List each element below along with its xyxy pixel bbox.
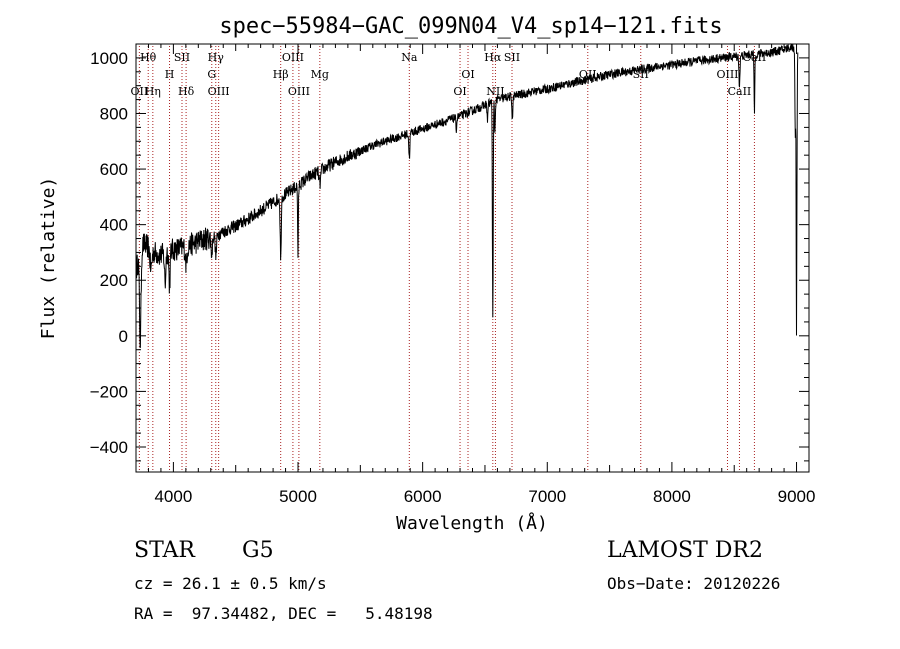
object-subclass: G5: [242, 538, 274, 563]
y-tick-label: 1000: [90, 49, 128, 68]
redshift-cz: cz = 26.1 ± 0.5 km/s: [134, 574, 327, 593]
x-tick-label: 5000: [279, 487, 317, 506]
y-tick-label: −200: [90, 382, 128, 401]
line-marker-label: H: [165, 68, 175, 81]
object-class: STAR: [134, 538, 195, 563]
line-marker-label: NII: [486, 85, 504, 98]
line-marker-label: Hθ: [140, 51, 157, 64]
line-marker-label: G: [207, 68, 216, 81]
line-marker-label: Hη: [145, 85, 161, 98]
survey-name: LAMOST DR2: [607, 538, 763, 563]
x-tick-label: 7000: [528, 487, 566, 506]
line-marker-label: OI: [453, 85, 466, 98]
coordinates: RA = 97.34482, DEC = 5.48198: [134, 604, 433, 623]
y-tick-label: 600: [100, 160, 128, 179]
chart-title: spec−55984−GAC_099N04_V4_sp14−121.fits: [219, 14, 722, 39]
line-marker-label: Na: [401, 51, 418, 64]
y-tick-label: −400: [90, 438, 128, 457]
line-marker-label: Hδ: [178, 85, 195, 98]
line-markers: [138, 46, 755, 472]
line-marker-label: OIII: [716, 68, 738, 81]
plot-frame: [135, 43, 810, 473]
y-tick-label: 800: [100, 104, 128, 123]
observation-date: Obs−Date: 20120226: [607, 574, 781, 593]
line-marker-label: SII: [504, 51, 520, 64]
line-marker-label: OIII: [282, 51, 304, 64]
line-marker-label: CaII: [728, 85, 752, 98]
y-axis-label: Flux (relative): [38, 177, 59, 340]
y-tick-label: 0: [119, 327, 128, 346]
y-tick-label: 400: [100, 216, 128, 235]
x-tick-label: 6000: [404, 487, 442, 506]
x-tick-label: 9000: [778, 487, 816, 506]
x-tick-label: 8000: [653, 487, 691, 506]
line-marker-label: OII: [131, 85, 149, 98]
line-marker-label: SII: [174, 51, 190, 64]
line-marker-label: Mg: [311, 68, 329, 81]
spectrum-line: [136, 43, 799, 349]
x-tick-label: 4000: [154, 487, 192, 506]
y-tick-label: 200: [100, 271, 128, 290]
line-marker-label: OIII: [288, 85, 310, 98]
line-marker-label: Hβ: [273, 68, 289, 81]
y-axis: −400 −200 0 200 400 600 800 1000: [90, 43, 809, 462]
x-axis-label: Wavelength (Å): [396, 512, 548, 534]
line-marker-label: OI: [461, 68, 474, 81]
x-axis: 4000 5000 6000 7000 8000 9000: [135, 44, 816, 506]
line-marker-label: OIII: [208, 85, 230, 98]
line-marker-label: Hγ: [208, 51, 225, 64]
line-marker-label: Hα: [484, 51, 502, 64]
